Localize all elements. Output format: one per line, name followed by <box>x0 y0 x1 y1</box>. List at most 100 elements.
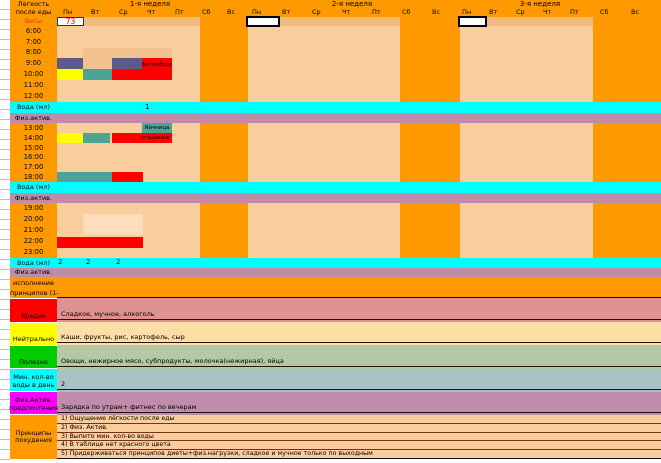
event-cell-10-tue[interactable] <box>83 69 112 80</box>
phys-row-label: Физ.актив. <box>14 268 53 276</box>
weight-cell-week3[interactable] <box>458 16 487 27</box>
week2-day-wed: Ср <box>312 8 321 16</box>
event-cell-9-wed[interactable] <box>112 58 142 69</box>
week3-morning-block <box>460 26 593 102</box>
week1-day-fri: Пт <box>175 8 184 16</box>
week3-day-thu: Чт <box>543 8 552 16</box>
phys-pref-band: Зарядка по утрам+ фитнес по вечерам <box>57 392 661 415</box>
min-water-value[interactable]: 2 <box>57 380 661 390</box>
event-cell-10-mon[interactable] <box>57 69 83 80</box>
useful-label: Полезно <box>10 346 57 368</box>
time-16: 16:00 <box>23 153 44 161</box>
water-evening-mon[interactable]: 2 <box>58 258 63 266</box>
week1-day-thu: Чт <box>147 8 156 16</box>
week1-day-wed: Ср <box>119 8 128 16</box>
weight-cell-week1[interactable]: 73 <box>57 17 84 26</box>
principles-band: 1) Ощущение лёгкости после еды 2) Физ. А… <box>57 415 661 459</box>
time-6: 6:00 <box>25 27 42 35</box>
time-19: 19:00 <box>23 204 44 212</box>
week3-day-mon: Пн <box>462 8 472 16</box>
event-cell-14-mon[interactable] <box>57 133 83 143</box>
week2-weight-strip <box>280 17 400 26</box>
event-cell-14-tue[interactable] <box>83 133 110 143</box>
phys-row-morning: Физ.актив. <box>10 113 661 123</box>
weight-cell-week2[interactable] <box>246 16 280 27</box>
week1-day-tue: Вт <box>91 8 100 16</box>
week1-evening-shaded-range <box>83 214 143 235</box>
event-cell-condensed-milk[interactable]: сгущенка <box>112 133 172 143</box>
week1-title: 1-я неделя <box>129 0 171 8</box>
harmful-foods-text: Сладкое, мучное, алкоголь <box>57 310 661 320</box>
principle-item-1: 1) Ощущение лёгкости после еды <box>57 415 661 424</box>
event-cell-10-wed[interactable] <box>112 69 142 80</box>
principles-label: Принципы похудения <box>10 415 57 459</box>
principle-item-3: 3) Выпито мин. кол-во воды <box>57 433 661 442</box>
harmful-label: Вредно <box>10 299 57 322</box>
week1-weight-strip <box>84 17 200 26</box>
time-12: 12:00 <box>23 92 44 100</box>
week3-day-sat: Сб <box>600 8 609 16</box>
water-row-evening: Вода (мл) 2 2 2 <box>10 258 661 268</box>
useful-foods-text: Овощи, нежирное мясо, субпродукты, молоч… <box>57 357 661 367</box>
week2-afternoon-block <box>248 123 400 182</box>
harmful-band: Сладкое, мучное, алкоголь <box>57 297 661 322</box>
time-22: 22:00 <box>23 237 44 245</box>
phys-row-afternoon: Физ.актив. <box>10 193 661 203</box>
event-cell-sandwich[interactable]: Бутерброд <box>142 58 172 80</box>
min-water-band: 2 <box>57 369 661 392</box>
useful-band: Овощи, нежирное мясо, субпродукты, молоч… <box>57 345 661 369</box>
week2-evening-block <box>248 203 400 258</box>
neutral-band: Каши, фрукты, рис, картофель, сыр <box>57 322 661 345</box>
week3-day-tue: Вт <box>489 8 498 16</box>
corner-label-line1: Легкость <box>17 0 50 8</box>
time-17: 17:00 <box>23 163 44 171</box>
water-row-label: Вода (мл) <box>16 259 51 267</box>
week2-title: 2-я неделя <box>331 0 373 8</box>
water-evening-wed[interactable]: 2 <box>116 258 121 266</box>
time-9: 9:00 <box>25 59 42 67</box>
week1-day-sun: Вс <box>227 8 236 16</box>
week2-day-sat: Сб <box>402 8 411 16</box>
time-15: 15:00 <box>23 144 44 152</box>
event-cell-18-mon-tue[interactable] <box>57 172 112 182</box>
compliance-label-line2: принципов (1- <box>10 289 59 297</box>
event-cell-22-mon-wed[interactable] <box>57 237 143 248</box>
water-row-label: Вода (мл) <box>16 183 51 191</box>
time-23: 23:00 <box>23 248 44 256</box>
week3-day-wed: Ср <box>516 8 525 16</box>
phys-row-evening: Физ.актив. <box>10 268 661 277</box>
event-cell-eggs[interactable]: Яичница <box>142 123 172 133</box>
phys-row-label: Физ.актив. <box>14 114 53 122</box>
event-cell-9-mon[interactable] <box>57 58 83 69</box>
water-evening-tue[interactable]: 2 <box>86 258 91 266</box>
water-morning-value[interactable]: 1 <box>145 103 150 111</box>
row-header-gutter <box>0 0 10 463</box>
neutral-label: Нейтрально <box>10 323 57 345</box>
principle-item-2: 2) Физ. Актив. <box>57 424 661 433</box>
week2-day-mon: Пн <box>252 8 262 16</box>
principle-item-5: 5) Придерживаться принципов диеты+физ.на… <box>57 450 661 459</box>
week1-day-mon: Пн <box>63 8 73 16</box>
week2-day-tue: Вт <box>282 8 291 16</box>
phys-row-label: Физ.актив. <box>14 194 53 202</box>
phys-pref-text: Зарядка по утрам+ фитнес по вечерам <box>57 403 661 413</box>
week3-weight-strip <box>487 17 593 26</box>
time-20: 20:00 <box>23 215 44 223</box>
time-18: 18:00 <box>23 173 44 181</box>
compliance-label-line1: исполнение <box>13 279 54 287</box>
time-13: 13:00 <box>23 124 44 132</box>
week2-day-thu: Чт <box>342 8 351 16</box>
week2-day-fri: Пт <box>372 8 381 16</box>
event-cell-18-wed[interactable] <box>112 172 143 182</box>
water-row-label: Вода (мл) <box>16 103 51 111</box>
week3-evening-block <box>460 203 593 258</box>
week3-title: 3-я неделя <box>519 0 561 8</box>
week3-afternoon-block <box>460 123 593 182</box>
time-14: 14:00 <box>23 134 44 142</box>
neutral-foods-text: Каши, фрукты, рис, картофель, сыр <box>57 333 661 343</box>
time-11: 11:00 <box>23 81 44 89</box>
phys-pref-label: Физ.Актив. предпочтения <box>9 392 58 414</box>
week1-day-sat: Сб <box>202 8 211 16</box>
water-row-afternoon: Вода (мл) <box>10 182 661 193</box>
